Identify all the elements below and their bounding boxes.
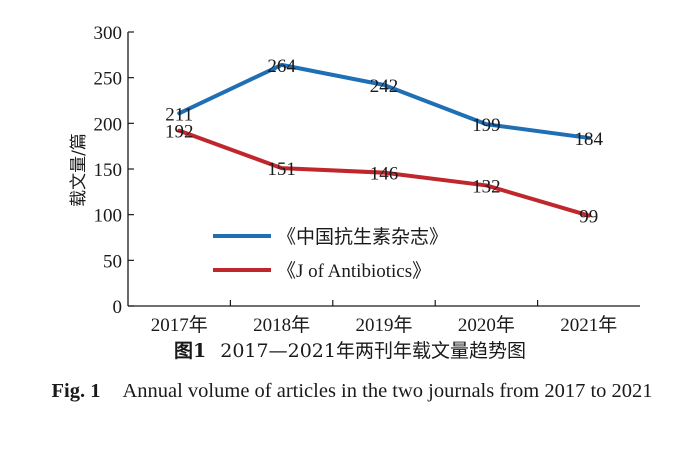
data-label-series-2: 99 — [579, 207, 598, 228]
x-axis-ticks: 2017年 2018年 2019年 2020年 2021年 — [151, 300, 617, 336]
data-label-series-1: 211 — [165, 104, 193, 125]
y-tick-label: 50 — [103, 251, 122, 272]
x-tick-label: 2020年 — [458, 314, 515, 336]
series-line-1 — [177, 62, 591, 140]
figure-caption-en: Fig. 1 Annual volume of articles in the t… — [22, 376, 682, 407]
x-tick-label: 2019年 — [355, 314, 412, 336]
data-label-series-2: 192 — [165, 122, 194, 143]
figure-title-cn: 2017—2021年两刊年载文量趋势图 — [220, 340, 526, 362]
x-tick-label: 2018年 — [253, 314, 310, 336]
legend: 《中国抗生素杂志》 《J of Antibiotics》 — [213, 226, 448, 282]
y-tick-label: 0 — [113, 297, 123, 318]
legend-label-series-2: 《J of Antibiotics》 — [277, 260, 431, 282]
x-tick-label: 2017年 — [151, 314, 208, 336]
y-axis-label: 载文量/篇 — [69, 133, 89, 207]
data-label-series-1: 264 — [267, 56, 296, 77]
x-tick-label: 2021年 — [560, 314, 617, 336]
data-label-series-2: 132 — [472, 176, 501, 197]
data-labels: 211 264 242 199 184 192 151 146 132 99 — [165, 56, 604, 228]
figure-number-en: Fig. 1 — [51, 380, 101, 402]
y-tick-label: 250 — [94, 69, 123, 90]
y-tick-label: 150 — [94, 160, 123, 181]
figure-caption-cn: 图1 2017—2021年两刊年载文量趋势图 — [0, 336, 700, 363]
y-tick-label: 100 — [94, 206, 123, 227]
data-label-series-1: 184 — [575, 129, 604, 150]
series-line-2 — [177, 128, 591, 218]
legend-label-series-1: 《中国抗生素杂志》 — [277, 226, 448, 248]
figure-title-en: Annual volume of articles in the two jou… — [122, 380, 653, 402]
data-label-series-2: 146 — [370, 164, 399, 185]
data-label-series-1: 199 — [472, 115, 501, 136]
y-tick-label: 200 — [94, 114, 123, 135]
y-tick-label: 300 — [94, 23, 123, 44]
series-lines — [177, 62, 591, 218]
figure-number-cn: 图1 — [174, 340, 207, 362]
y-axis-ticks: 0 50 100 150 200 250 300 — [94, 23, 134, 318]
data-label-series-2: 151 — [267, 159, 296, 180]
data-label-series-1: 242 — [370, 76, 399, 97]
